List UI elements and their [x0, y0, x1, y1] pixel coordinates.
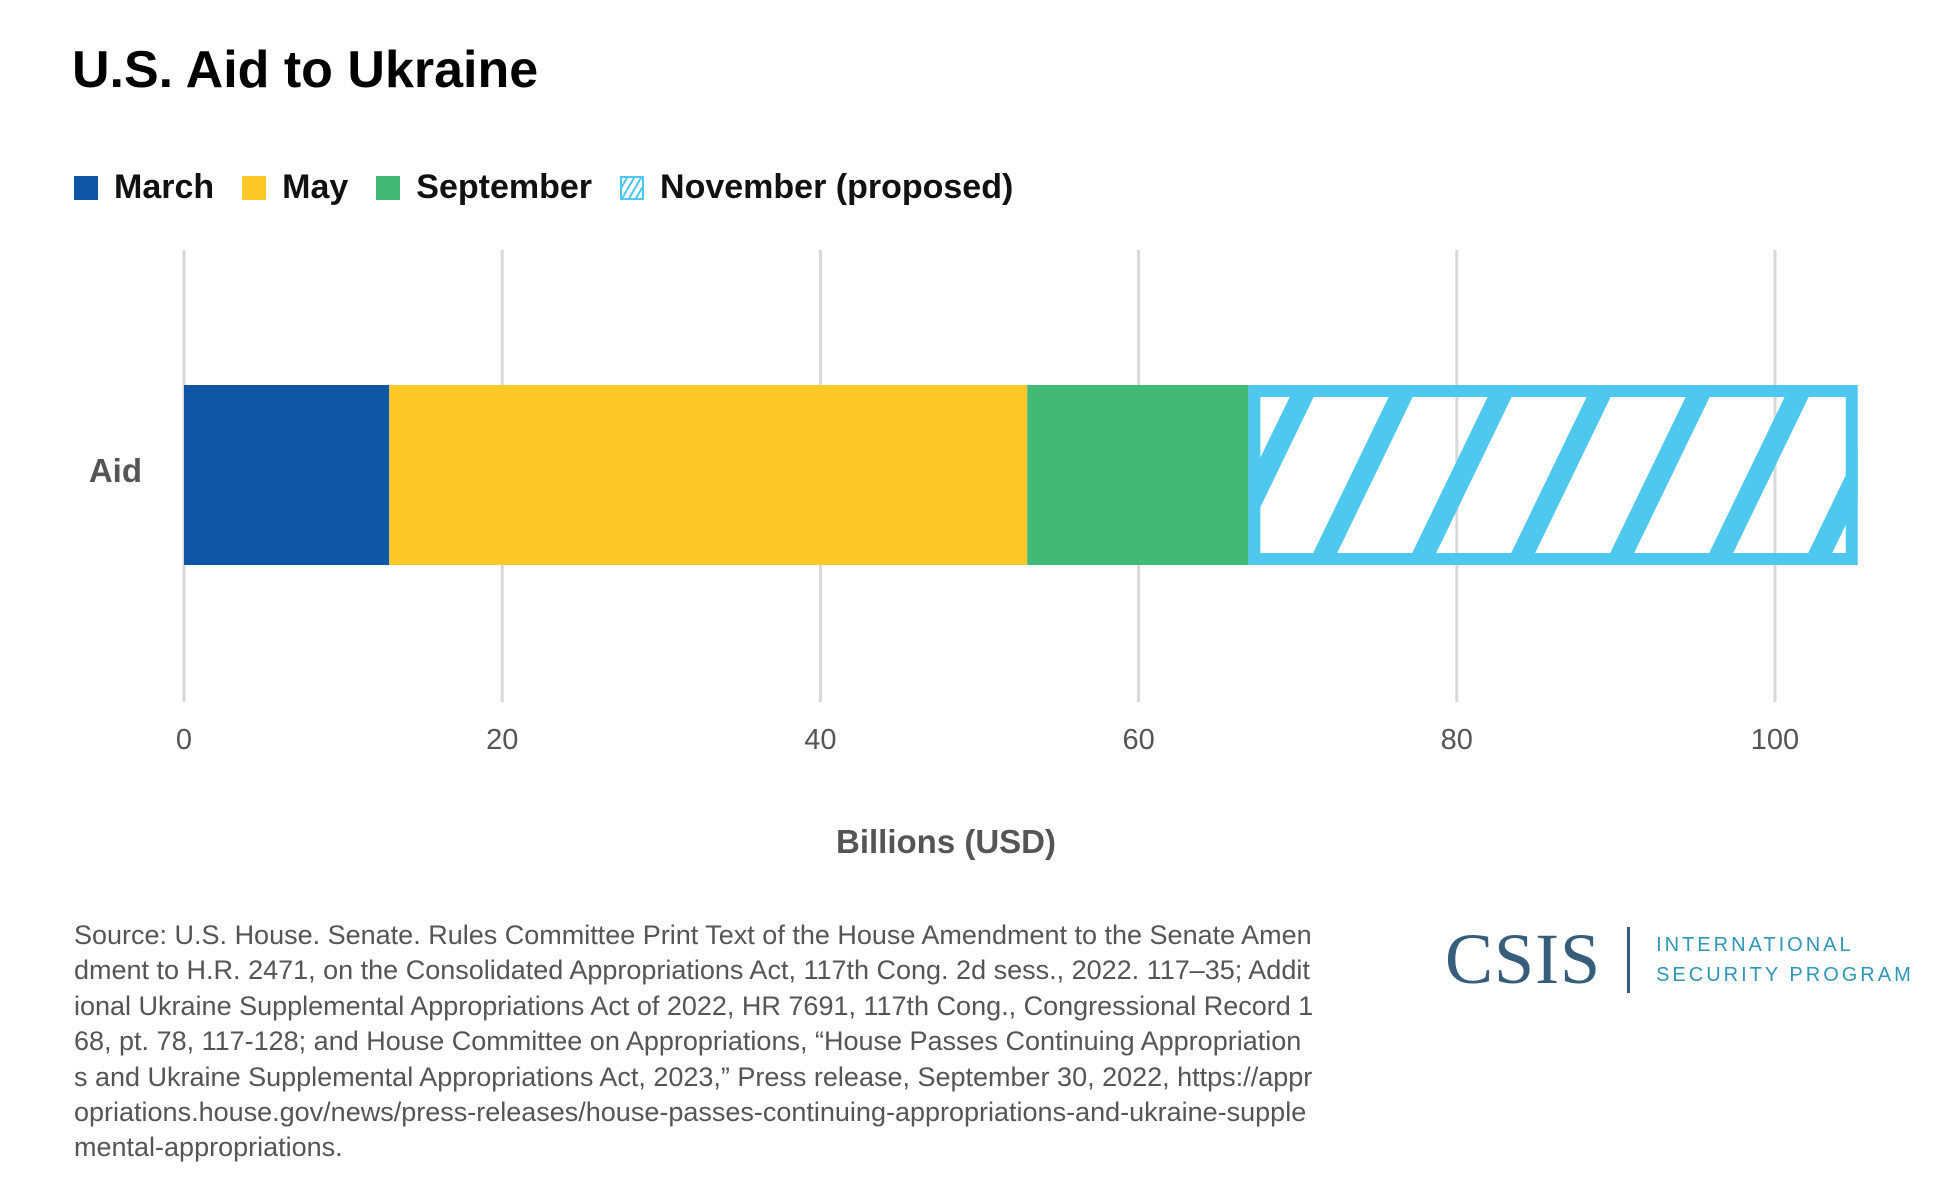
bar-segment-november-hatch [1248, 385, 1950, 565]
hatch-stripe [1604, 385, 1716, 565]
bar-segment-march [184, 385, 390, 565]
legend-label: March [114, 168, 215, 206]
x-axis-title: Billions (USD) [836, 823, 1056, 860]
hatch-stripe [1406, 385, 1518, 565]
csis-logo: CSIS INTERNATIONAL SECURITY PROGRAM [1445, 918, 1914, 1001]
x-tick-label: 80 [1441, 724, 1473, 756]
legend-swatch [74, 175, 98, 200]
hatch-stripe [1901, 385, 1950, 565]
legend-swatch [376, 175, 401, 200]
logo-subtitle: INTERNATIONAL SECURITY PROGRAM [1656, 930, 1914, 990]
hatch-stripe [1307, 385, 1419, 565]
bar-segment-may [389, 385, 1028, 565]
legend-item: March [74, 168, 214, 207]
x-tick-label: 60 [1122, 724, 1154, 756]
logo-divider [1627, 926, 1631, 993]
legend-label: November (proposed) [660, 168, 1014, 206]
x-tick-label: 40 [804, 724, 836, 756]
x-tick-label: 100 [1751, 724, 1799, 756]
bar-segment-november-proposed [1248, 385, 1858, 565]
x-tick-label: 0 [176, 724, 192, 756]
legend-item: November (proposed) [620, 168, 1013, 207]
legend: March May September November (proposed) [74, 168, 1041, 207]
x-tick-label: 20 [486, 724, 518, 756]
logo-wordmark: CSIS [1445, 919, 1602, 999]
hatch-stripe [1505, 385, 1617, 565]
hatch-stripe [1802, 450, 1858, 565]
bar-segment-september [1027, 385, 1249, 565]
hatch-stripe [1703, 385, 1815, 565]
legend-item: September [376, 168, 592, 207]
logo-subtitle-line1: INTERNATIONAL [1656, 933, 1854, 956]
logo-subtitle-line2: SECURITY PROGRAM [1656, 963, 1914, 986]
source-note: Source: U.S. House. Senate. Rules Commit… [74, 920, 1314, 1163]
chart-title: U.S. Aid to Ukraine [72, 41, 539, 99]
legend-item: May [242, 168, 348, 207]
legend-label: May [282, 168, 349, 206]
legend-swatch [242, 175, 267, 200]
y-category-label: Aid [89, 452, 142, 489]
chart-plot: 0 20 40 60 80 100 Aid Billions (USD) [89, 250, 1950, 860]
legend-swatch [620, 175, 645, 200]
legend-label: September [416, 168, 593, 206]
hatch-stripe [1248, 385, 1320, 532]
